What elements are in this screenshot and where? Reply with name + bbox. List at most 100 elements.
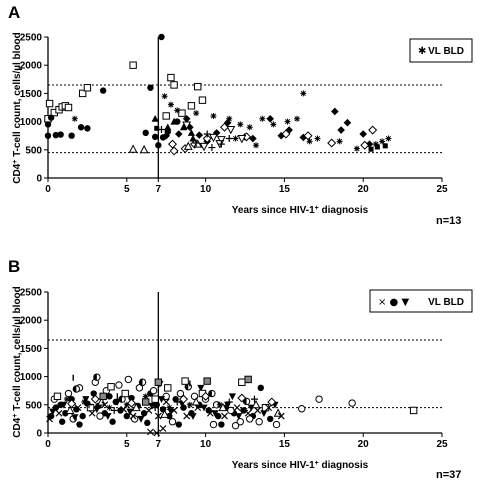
data-point-circle [123, 412, 130, 420]
data-point-star [237, 121, 244, 128]
data-point-star [216, 401, 223, 408]
data-point-diamond-open [303, 131, 313, 141]
data-point-x [254, 407, 262, 414]
data-point-circle [267, 415, 274, 423]
data-point-x [147, 428, 154, 436]
data-point-circle-open [348, 399, 356, 407]
data-point-triangle-up-open [251, 399, 261, 409]
data-point-diamond-open [127, 398, 137, 408]
y-tick-label: 500 [25, 400, 42, 411]
y-tick-label: 500 [25, 145, 42, 156]
data-point-star [63, 396, 70, 403]
data-point-square-mid [142, 398, 150, 406]
data-point-star [306, 138, 313, 145]
data-point-diamond-open [90, 394, 100, 404]
data-point-diamond [249, 134, 257, 143]
x-tick-label: 5 [124, 184, 130, 195]
data-point-circle-open [209, 420, 218, 429]
data-point-circle [175, 421, 183, 428]
data-point-circle [205, 407, 212, 414]
x-tick-label: 0 [45, 184, 51, 195]
data-point-circle-open [115, 381, 123, 389]
data-point-x [120, 405, 128, 413]
data-point-diamond-open [281, 129, 291, 139]
data-point-x [159, 425, 167, 432]
data-point-square [64, 103, 73, 112]
data-point-triangle-down [137, 415, 145, 423]
data-point-diamond-open [237, 393, 247, 403]
data-point-circle [44, 132, 52, 139]
y-tick-label: 2000 [20, 61, 43, 72]
data-point-star [353, 145, 360, 152]
data-point-triangle-down [82, 396, 90, 403]
data-point-triangle-down [228, 393, 236, 401]
x-tick-label: 20 [358, 184, 370, 195]
data-point-circle [151, 133, 159, 141]
y-tick-label: 1500 [20, 344, 43, 355]
data-point-square [194, 82, 202, 91]
data-point-circle [140, 410, 148, 417]
data-point-triangle-up [179, 123, 188, 131]
data-point-circle-open [236, 418, 244, 426]
data-point-x [265, 404, 273, 412]
data-point-circle [79, 412, 86, 420]
n-label: n=13 [436, 215, 461, 227]
panel-a: A 0 500 1000 1500 2000 2500 0 5 7 10 15 20 25 Years si… [8, 3, 473, 227]
x-tick-label: 0 [45, 439, 51, 450]
y-tick-label: 1000 [20, 372, 43, 383]
data-point-circle-open [168, 418, 177, 426]
data-point-filled-square-small [368, 146, 374, 152]
x-tick-label: 15 [279, 439, 291, 450]
data-point-triangle-down [126, 408, 134, 416]
data-point-triangle-down [49, 408, 57, 416]
data-point-circle-open [176, 389, 185, 398]
data-point-circle-open [272, 420, 281, 429]
x-tick-label: 15 [279, 184, 291, 195]
data-point-triangle-up [164, 123, 172, 131]
data-point-star [174, 107, 181, 114]
data-point-circle-open [315, 395, 323, 403]
y-tick-label: 2000 [20, 316, 43, 327]
data-point-circle-open [135, 384, 144, 392]
data-point-x [74, 404, 82, 412]
data-point-circle [68, 132, 75, 139]
data-point-diamond-open [179, 394, 189, 404]
x-axis-label: Years since HIV-1+ diagnosis [232, 460, 369, 472]
data-point-diamond-open [360, 140, 370, 150]
data-point-x [206, 409, 214, 417]
data-point-diamond-open [327, 138, 337, 148]
data-point-triangle-down [104, 413, 112, 420]
data-points [44, 33, 392, 156]
data-point-plus [151, 404, 159, 412]
legend-label: VL BLD [428, 46, 464, 57]
data-point-diamond-open [202, 134, 212, 144]
y-axis-label: CD4+ T-cell count, cells/µl blood [12, 32, 24, 184]
data-point-circle [147, 84, 154, 91]
data-point-circle [44, 121, 52, 128]
legend-box [409, 38, 473, 63]
data-point-star [242, 407, 248, 414]
data-point-circle-open [149, 387, 158, 395]
data-point-diamond [212, 129, 221, 137]
data-point-star [253, 142, 260, 149]
data-point-square-mid [244, 375, 252, 384]
data-point-circle [84, 125, 91, 132]
data-point-circle [47, 114, 55, 121]
x-tick-label: 5 [124, 439, 130, 450]
x-tick-label: 7 [156, 439, 162, 450]
data-point-square [78, 89, 87, 98]
data-point-triangle-up-open [191, 397, 201, 406]
data-point-diamond [162, 131, 170, 140]
x-tick-label: 10 [200, 184, 212, 195]
data-point-circle [117, 407, 124, 414]
data-point-triangle-up-open [131, 402, 141, 412]
data-point-star [259, 115, 266, 122]
data-point-triangle-up-open [183, 141, 193, 150]
legend-box [369, 289, 473, 313]
data-point-star [379, 138, 386, 145]
data-point-star [71, 115, 78, 122]
data-point-plus [250, 395, 258, 403]
data-point-plus [208, 144, 216, 152]
data-point-plus [225, 135, 233, 143]
